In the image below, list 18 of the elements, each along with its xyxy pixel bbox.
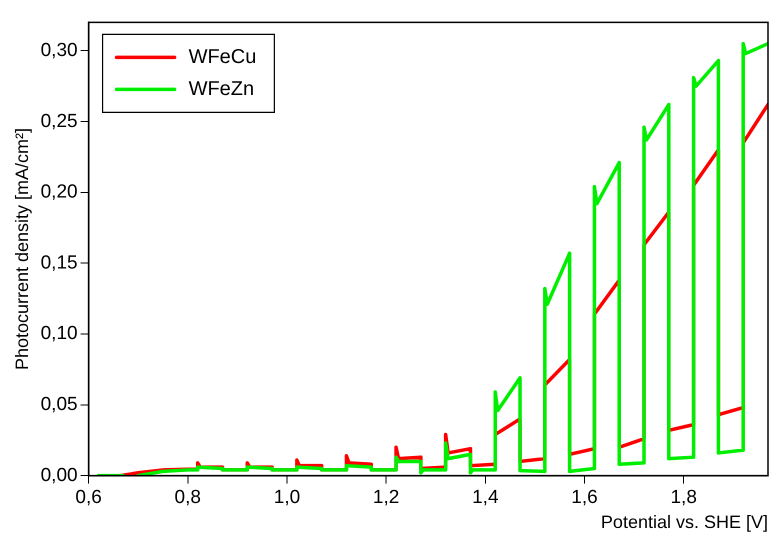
legend-label: WFeZn <box>188 78 254 100</box>
x-tick-label: 0,6 <box>75 487 102 508</box>
y-tick-label: 0,30 <box>40 40 78 61</box>
x-tick-label: 0,8 <box>174 487 201 508</box>
y-tick-label: 0,05 <box>40 394 78 416</box>
x-tick-label: 1,2 <box>372 487 400 508</box>
x-tick-label: 1,6 <box>571 487 598 508</box>
y-tick-label: 0,10 <box>40 323 78 344</box>
x-tick-label: 1,8 <box>670 487 697 508</box>
x-tick-label: 1,4 <box>472 487 499 508</box>
x-axis-title: Potential vs. SHE [V] <box>600 512 768 532</box>
y-axis-title: Photocurrent density [mA/cm²] <box>12 128 32 370</box>
y-tick-label: 0,25 <box>40 110 78 132</box>
y-tick-label: 0,00 <box>40 464 78 486</box>
legend-label: WFeCu <box>188 46 256 68</box>
x-tick-label: 1,0 <box>274 487 300 508</box>
y-tick-label: 0,20 <box>40 182 78 203</box>
y-tick-label: 0,15 <box>40 252 78 274</box>
